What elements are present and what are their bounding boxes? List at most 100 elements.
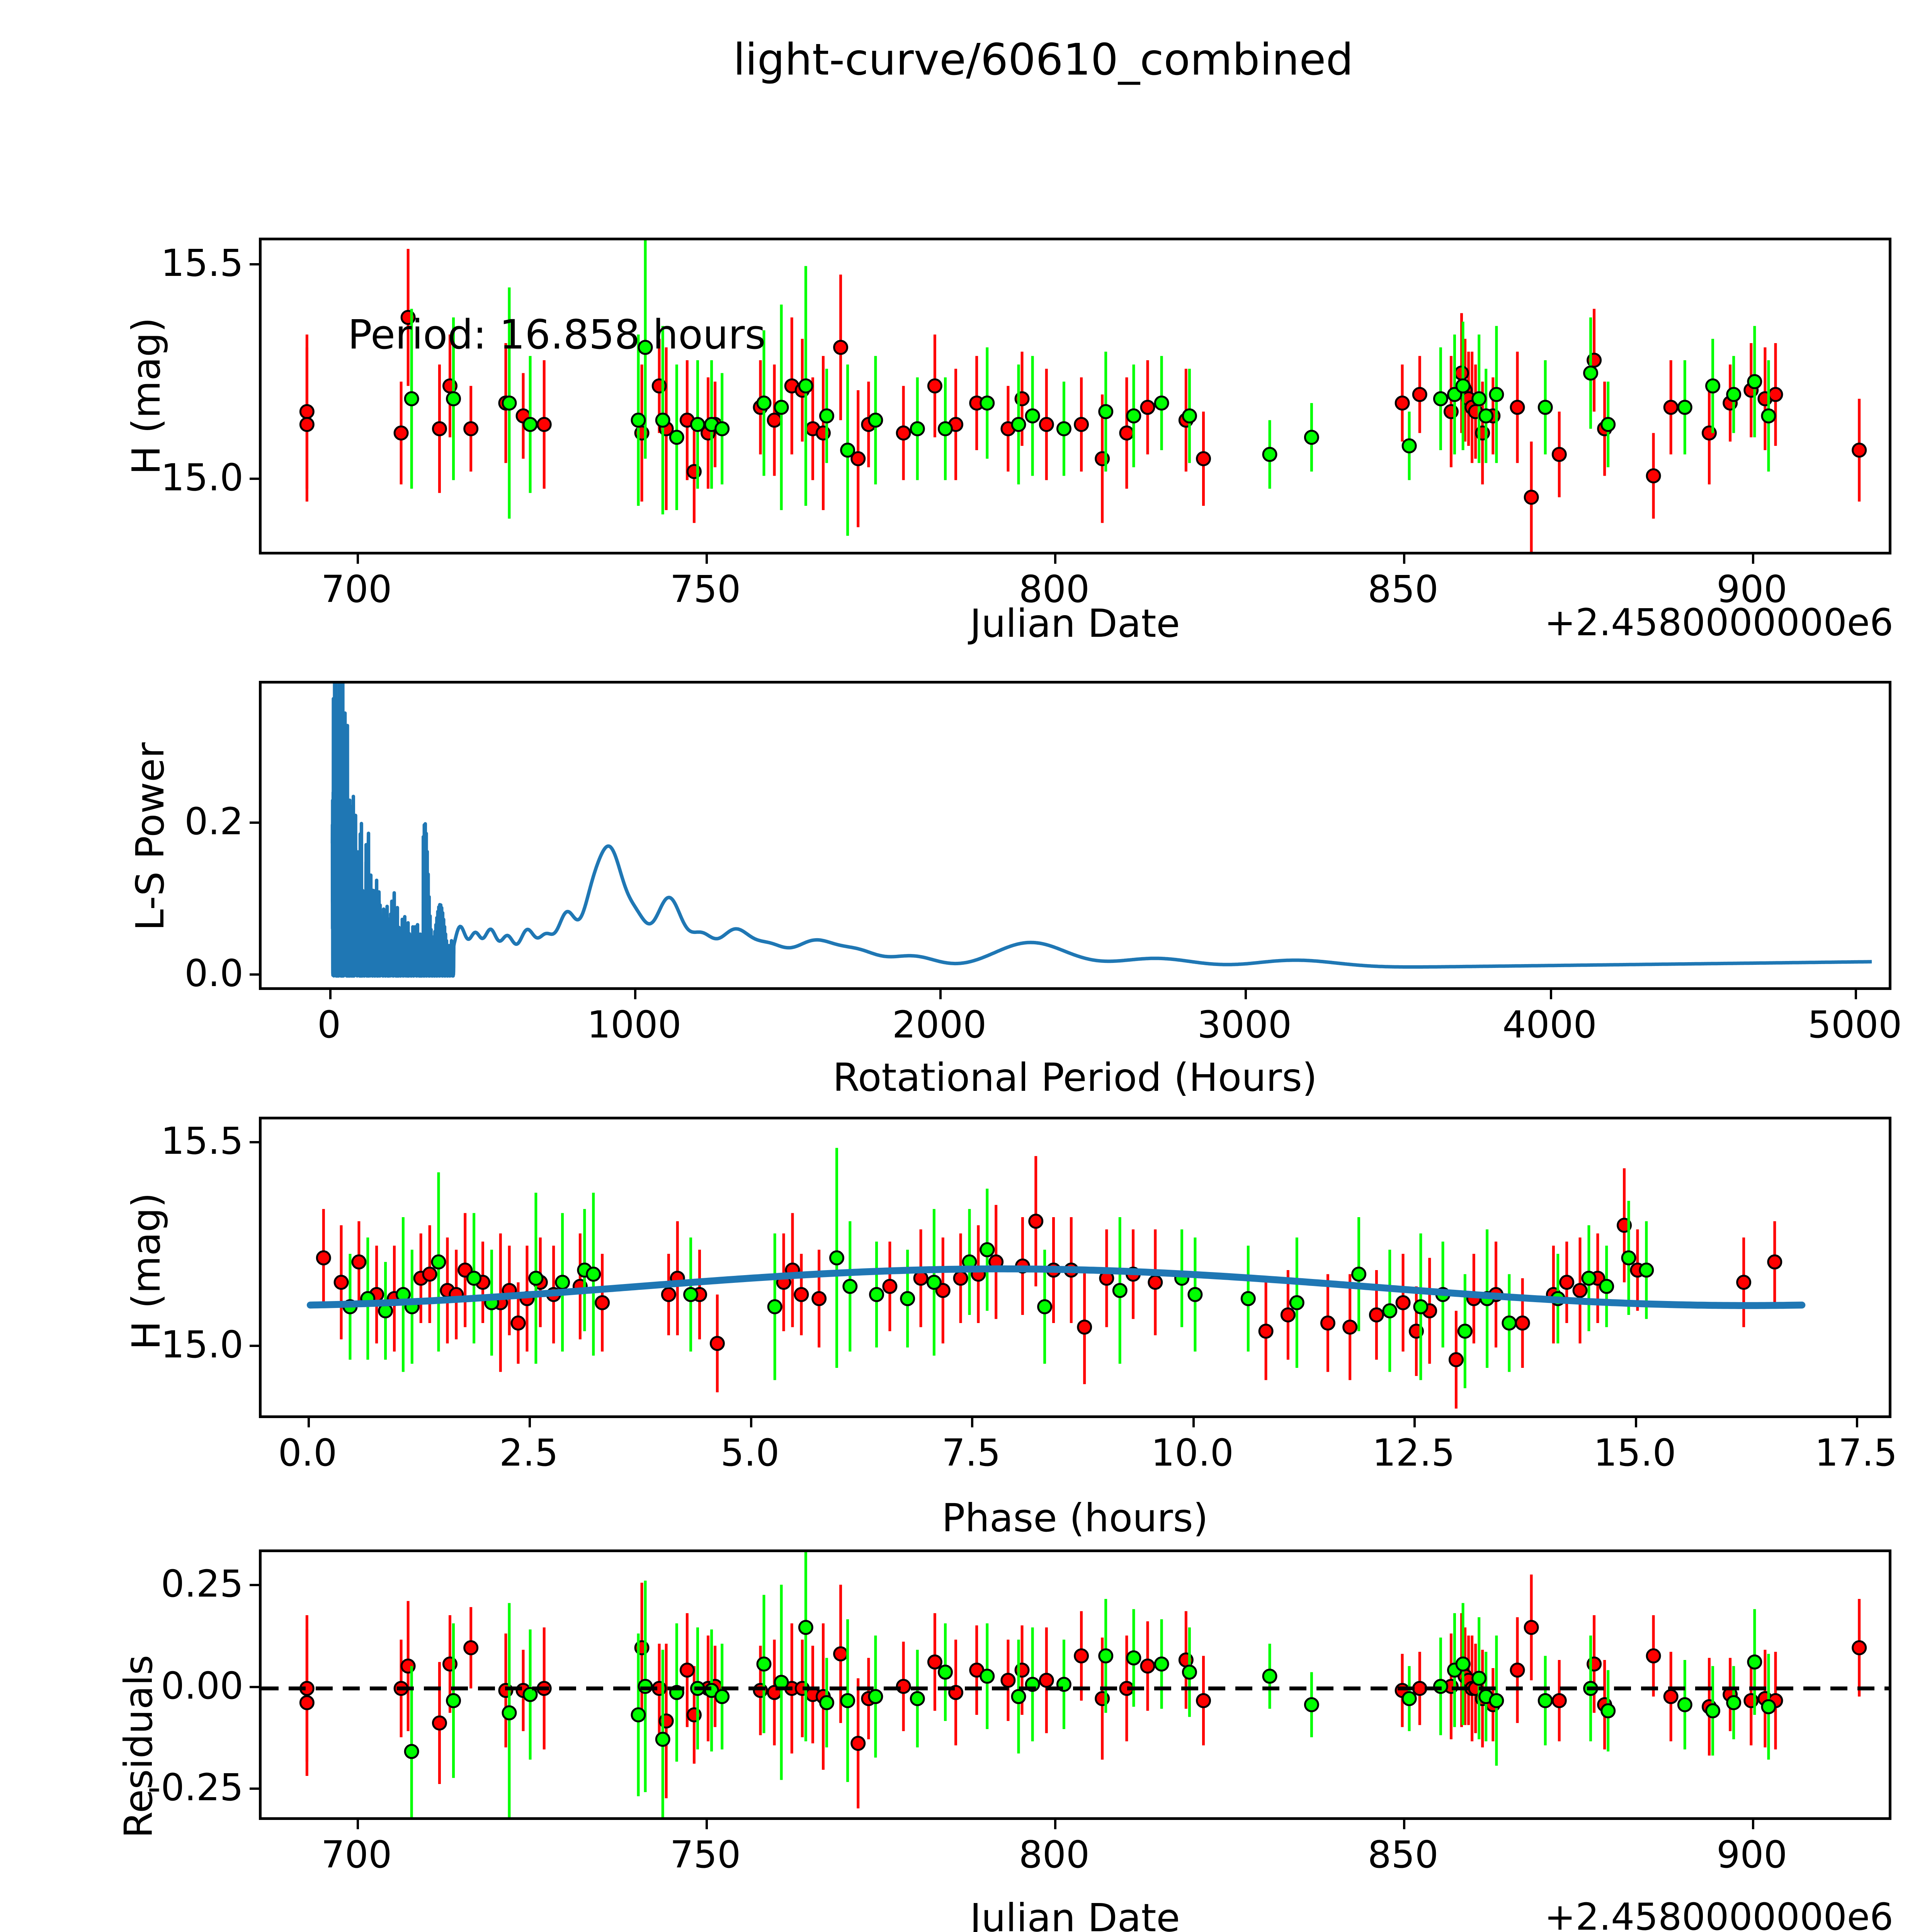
data-point <box>690 417 705 432</box>
data-point <box>1112 1283 1128 1298</box>
y-tick-label: 15.5 <box>161 242 243 285</box>
data-point <box>1455 1656 1471 1672</box>
data-point <box>655 412 670 428</box>
data-point <box>1074 417 1089 432</box>
data-point <box>1342 1320 1358 1335</box>
data-point <box>1705 378 1721 394</box>
x-tick-label: 700 <box>321 1833 392 1876</box>
data-point <box>1258 1323 1274 1339</box>
data-point <box>446 1693 461 1708</box>
data-point <box>774 400 789 415</box>
data-point <box>1320 1315 1335 1331</box>
data-point <box>528 1270 544 1286</box>
data-point <box>661 1287 676 1302</box>
data-point <box>980 395 995 411</box>
data-point <box>555 1275 570 1290</box>
data-point <box>1767 1254 1782 1270</box>
x-tick-label: 700 <box>321 568 392 611</box>
data-point <box>756 1656 772 1672</box>
x-tick-label: 10.0 <box>1151 1431 1234 1475</box>
x-tick-label: 900 <box>1716 1833 1787 1876</box>
data-point <box>1262 447 1277 462</box>
data-point <box>1761 1699 1776 1714</box>
data-point <box>1455 378 1471 394</box>
data-point <box>1761 408 1776 423</box>
data-point <box>1471 1670 1487 1686</box>
data-point <box>1471 391 1487 406</box>
x-tick <box>750 1418 752 1427</box>
residuals-x-offset-label: +2.4580000000e6 <box>1544 1895 1893 1932</box>
y-tick <box>250 263 259 266</box>
periodogram-ylabel: L-S Power <box>128 742 173 931</box>
data-point <box>1182 1665 1197 1680</box>
y-tick <box>250 1787 259 1790</box>
data-point <box>953 1270 968 1286</box>
y-tick <box>250 1584 259 1587</box>
data-point <box>1262 1668 1277 1684</box>
data-point <box>1852 442 1867 458</box>
data-point <box>980 1668 995 1684</box>
data-point <box>1600 417 1616 432</box>
data-point <box>1187 1287 1203 1302</box>
data-point <box>432 1715 447 1731</box>
data-point <box>1768 387 1783 402</box>
x-tick <box>971 1418 974 1427</box>
y-tick-label: 0.00 <box>161 1664 243 1708</box>
data-point <box>432 421 447 437</box>
data-point <box>351 1254 367 1270</box>
y-tick-label: -0.25 <box>147 1765 243 1809</box>
data-point <box>1011 417 1026 432</box>
panel-periodogram <box>259 681 1891 990</box>
data-point <box>798 1620 813 1635</box>
data-point <box>1599 1279 1614 1294</box>
data-point <box>910 1691 925 1706</box>
data-point <box>638 1679 653 1694</box>
data-point <box>1621 1250 1636 1265</box>
data-point <box>1572 1283 1588 1298</box>
data-point <box>1726 387 1742 402</box>
data-point <box>927 378 942 394</box>
data-point <box>1140 400 1155 415</box>
lightcurve-xlabel: Julian Date <box>970 601 1180 646</box>
data-point <box>502 395 517 411</box>
data-point <box>1705 1703 1721 1719</box>
data-point <box>1510 400 1525 415</box>
data-point <box>1382 1303 1398 1318</box>
data-point <box>798 378 813 394</box>
data-point <box>431 1254 446 1270</box>
y-tick-label: 15.0 <box>161 456 243 499</box>
data-point <box>669 430 684 445</box>
data-point <box>1454 366 1469 381</box>
data-point <box>1677 400 1692 415</box>
data-point <box>1056 421 1071 437</box>
x-tick <box>1244 990 1247 999</box>
data-point <box>819 1695 834 1710</box>
data-point <box>404 391 419 406</box>
y-tick <box>250 973 259 976</box>
data-point <box>842 1279 858 1294</box>
data-point <box>1433 391 1448 406</box>
data-point <box>333 1275 349 1290</box>
x-tick <box>356 554 359 564</box>
y-tick <box>250 1345 259 1347</box>
data-point <box>1028 1214 1044 1229</box>
data-point <box>1489 1693 1504 1708</box>
data-point <box>1401 1691 1417 1706</box>
data-point <box>1747 374 1762 389</box>
data-point <box>1119 425 1134 441</box>
data-point <box>869 1287 884 1302</box>
x-tick <box>529 1418 531 1427</box>
x-tick <box>1855 990 1857 999</box>
data-point <box>1304 430 1319 445</box>
data-point <box>829 1250 844 1265</box>
x-tick-label: 1000 <box>587 1003 682 1046</box>
x-tick <box>356 1820 359 1829</box>
data-point <box>1140 1658 1155 1674</box>
data-point <box>1600 1703 1616 1719</box>
data-point <box>1677 1697 1692 1713</box>
data-point <box>631 412 646 428</box>
data-point <box>833 1646 849 1662</box>
data-point <box>1401 438 1417 454</box>
x-tick-label: 12.5 <box>1372 1431 1455 1475</box>
data-point <box>1457 1323 1473 1339</box>
